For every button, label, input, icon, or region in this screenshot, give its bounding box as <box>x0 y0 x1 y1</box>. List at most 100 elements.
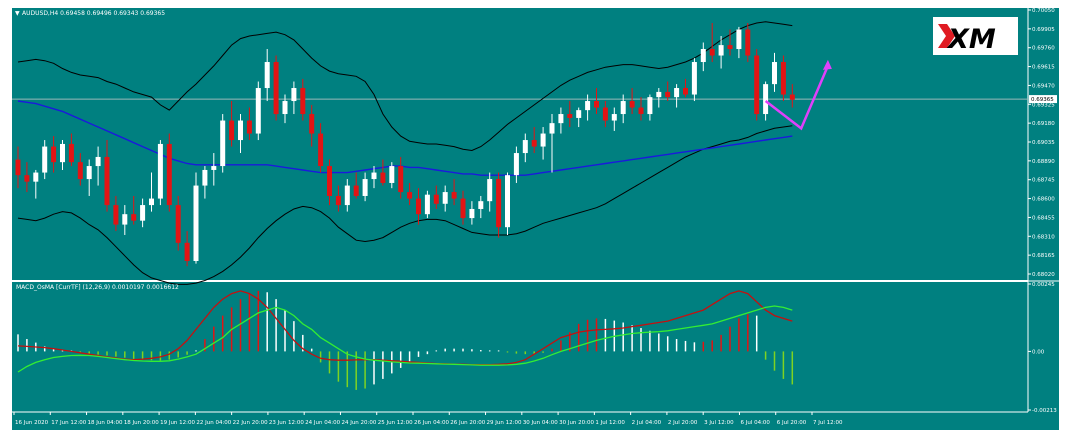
time-tick-label: 22 Jun 20:00 <box>233 420 268 426</box>
macd-tick-label: -0.00213 <box>1032 408 1057 414</box>
candle-bearish <box>15 159 21 176</box>
macd-green-line <box>17 305 793 373</box>
candle-bullish <box>691 62 697 95</box>
candle-bearish <box>229 120 235 141</box>
candle-bullish <box>122 214 128 225</box>
time-tick-label: 23 Jun 12:00 <box>269 420 304 426</box>
time-tick-label: 18 Jun 20:00 <box>124 420 159 426</box>
candle-bearish <box>683 88 688 95</box>
time-tick-label: 6 Jul 20:00 <box>777 420 807 426</box>
candle-bearish <box>300 88 306 115</box>
projection-arrow <box>764 65 830 131</box>
price-tick-label: 0.68020 <box>1032 272 1055 278</box>
price-tick-label: 0.69615 <box>1032 65 1055 71</box>
candle-bearish <box>754 55 760 115</box>
candle-bullish <box>149 198 154 206</box>
price-tick-label: 0.68165 <box>1032 253 1055 259</box>
time-tick-label: 30 Jun 20:00 <box>559 420 594 426</box>
candle-bullish <box>291 88 297 102</box>
candle-bullish <box>255 88 261 134</box>
time-tick-label: 29 Jun 12:00 <box>487 420 522 426</box>
candle-bullish <box>505 175 510 228</box>
candle-bearish <box>567 114 573 118</box>
candle-bearish <box>594 101 599 108</box>
candle-bullish <box>522 140 528 154</box>
candle-bearish <box>77 162 83 180</box>
candle-bullish <box>540 133 546 147</box>
candle-bearish <box>246 120 252 134</box>
symbol-label: AUDUSD,H4 0.69458 0.69496 0.69343 0.6936… <box>22 10 165 17</box>
candle-bearish <box>496 179 502 228</box>
candle-bearish <box>184 242 190 261</box>
candle-bullish <box>42 146 48 173</box>
candle-bearish <box>709 49 715 56</box>
candle-bullish <box>585 101 591 111</box>
candle-bearish <box>745 29 751 56</box>
price-pane <box>12 21 1028 285</box>
time-tick-label: 2 Jul 04:00 <box>632 420 662 426</box>
price-tick-label: 0.68745 <box>1032 178 1055 184</box>
candle-bullish <box>140 205 146 221</box>
candle-bearish <box>309 114 315 134</box>
candle-bearish <box>727 45 733 50</box>
candle-bullish <box>700 49 706 63</box>
candle-bullish <box>33 172 39 182</box>
time-tick-label: 17 Jun 12:00 <box>51 420 86 426</box>
candle-bearish <box>780 62 786 95</box>
main-pane-background <box>12 8 1028 280</box>
candle-bullish <box>157 143 163 199</box>
candle-bearish <box>353 185 359 196</box>
time-tick-label: 6 Jul 04:00 <box>740 420 770 426</box>
indicator-pane-background <box>12 282 1028 412</box>
time-tick-label: 19 Jun 12:00 <box>160 420 195 426</box>
candle-bullish <box>487 179 493 202</box>
candle-bearish <box>175 205 181 243</box>
candle-bullish <box>656 91 662 98</box>
candle-bullish <box>442 192 448 204</box>
candle-bullish <box>674 88 680 98</box>
chevron-down-icon[interactable]: ▼ <box>15 10 20 17</box>
candle-bearish <box>638 107 644 115</box>
price-tick-label: 0.68310 <box>1032 234 1055 240</box>
time-tick-label: 1 Jul 12:00 <box>595 420 625 426</box>
candle-bullish <box>193 185 199 261</box>
current-price-tag <box>1029 95 1057 104</box>
time-tick-label: 24 Jun 04:00 <box>305 420 340 426</box>
price-tick-label: 0.68890 <box>1032 159 1055 165</box>
candle-bearish <box>51 146 57 163</box>
candle-bearish <box>318 133 324 167</box>
candle-bullish <box>211 166 217 170</box>
time-axis-background <box>12 412 1059 430</box>
macd-tick-label: 0.00 <box>1032 349 1045 355</box>
current-price-label: 0.69365 <box>1031 97 1054 103</box>
candle-bullish <box>763 84 769 115</box>
candle-bullish <box>424 194 430 215</box>
candle-bullish <box>576 110 582 118</box>
candle-bearish <box>789 94 795 100</box>
time-tick-label: 26 Jun 04:00 <box>414 420 449 426</box>
time-tick-label: 22 Jun 04:00 <box>196 420 231 426</box>
macd-pane <box>17 290 794 390</box>
macd-tick-label: 0.00245 <box>1032 282 1055 288</box>
time-tick-label: 7 Jul 12:00 <box>813 420 843 426</box>
candle-bullish <box>371 172 377 180</box>
candle-bullish <box>264 62 270 89</box>
candle-bearish <box>602 107 608 121</box>
time-tick-label: 26 Jun 20:00 <box>450 420 485 426</box>
candle-bearish <box>335 195 341 206</box>
candle-bearish <box>68 143 74 163</box>
candle-bullish <box>549 123 555 134</box>
candle-bullish <box>389 166 395 183</box>
candle-bullish <box>60 143 65 163</box>
candle-bullish <box>95 156 101 167</box>
candle-bearish <box>665 91 671 98</box>
candle-bullish <box>344 185 350 206</box>
time-tick-label: 24 Jun 20:00 <box>341 420 376 426</box>
arrow-head-icon <box>822 59 832 70</box>
candle-bearish <box>407 192 413 199</box>
candle-bearish <box>273 62 279 115</box>
price-tick-label: 0.69035 <box>1032 140 1055 146</box>
price-tick-label: 0.68600 <box>1032 197 1055 203</box>
